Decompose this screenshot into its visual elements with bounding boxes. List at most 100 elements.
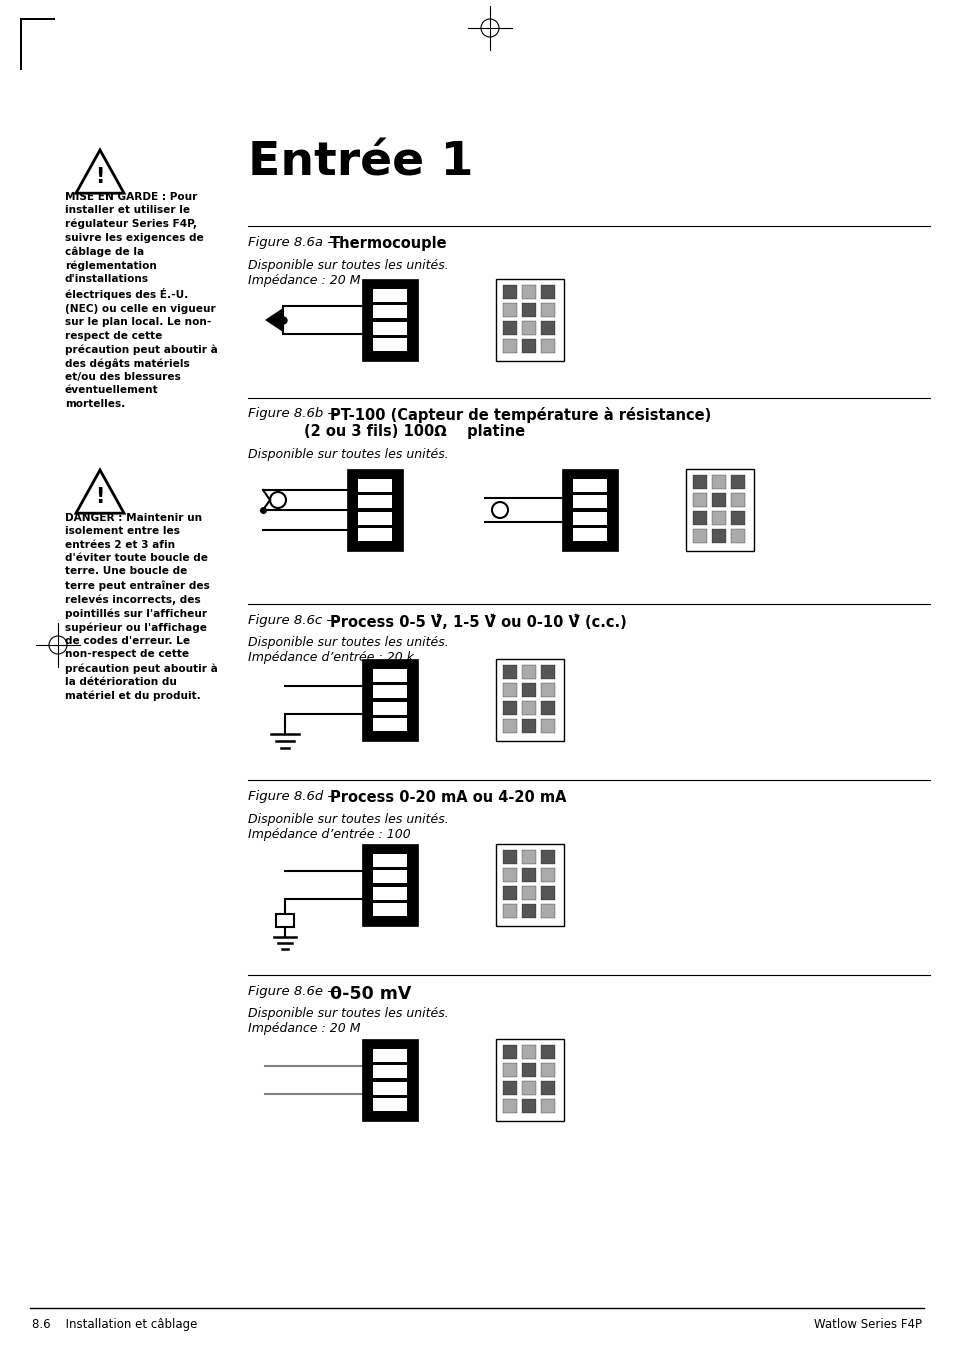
Bar [730, 476, 744, 489]
Text: !: ! [95, 486, 105, 507]
Bar [540, 869, 555, 882]
Bar [502, 850, 517, 863]
Bar [373, 1048, 406, 1062]
Bar [521, 322, 536, 335]
Text: Figure 8.6c —: Figure 8.6c — [248, 613, 343, 627]
Text: Disponible sur toutes les unités.: Disponible sur toutes les unités. [248, 636, 448, 648]
Text: PT-100 (Capteur de température à résistance): PT-100 (Capteur de température à résista… [330, 407, 711, 423]
Text: Disponible sur toutes les unités.: Disponible sur toutes les unités. [248, 259, 448, 272]
Bar [521, 1063, 536, 1077]
Bar [521, 684, 536, 697]
Bar [540, 1046, 555, 1059]
Polygon shape [265, 308, 283, 332]
Text: !: ! [95, 166, 105, 186]
Text: 8.6    Installation et câblage: 8.6 Installation et câblage [32, 1319, 197, 1331]
Bar [685, 469, 753, 551]
Bar [373, 305, 406, 319]
Bar [540, 285, 555, 299]
Text: Entrée 1: Entrée 1 [248, 141, 473, 185]
Bar [373, 1098, 406, 1111]
Bar [502, 886, 517, 900]
Text: Impédance d’entrée : 20 k: Impédance d’entrée : 20 k [248, 651, 414, 663]
Bar [540, 304, 555, 317]
Bar [711, 512, 725, 526]
Text: Impédance : 20 M: Impédance : 20 M [248, 274, 360, 286]
Bar [357, 496, 392, 508]
Text: Impédance d’entrée : 100: Impédance d’entrée : 100 [248, 828, 411, 842]
Bar [540, 886, 555, 900]
Bar [521, 701, 536, 715]
Bar [540, 720, 555, 734]
Bar [347, 469, 402, 551]
Bar [730, 512, 744, 526]
Text: Figure 8.6d —: Figure 8.6d — [248, 790, 345, 802]
Text: Figure 8.6b —: Figure 8.6b — [248, 407, 345, 420]
Text: Thermocouple: Thermocouple [330, 236, 447, 251]
Bar [692, 493, 706, 507]
Bar [521, 1100, 536, 1113]
Bar [573, 496, 606, 508]
Bar [540, 1063, 555, 1077]
Bar [373, 870, 406, 884]
Bar [373, 685, 406, 698]
Bar [361, 844, 417, 925]
Bar [373, 1065, 406, 1078]
Bar [540, 850, 555, 863]
Bar [521, 339, 536, 353]
Bar [540, 665, 555, 680]
Text: MISE EN GARDE : Pour
installer et utiliser le
régulateur Series F4P,
suivre les : MISE EN GARDE : Pour installer et utilis… [65, 192, 217, 409]
Bar [502, 1100, 517, 1113]
Bar [496, 844, 563, 925]
Bar [521, 1081, 536, 1094]
Bar [496, 659, 563, 740]
Bar [692, 512, 706, 526]
Bar [496, 280, 563, 361]
Bar [373, 854, 406, 867]
Bar [502, 1063, 517, 1077]
Bar [521, 285, 536, 299]
Bar [573, 512, 606, 524]
Bar [502, 304, 517, 317]
Bar [496, 1039, 563, 1121]
Bar [502, 322, 517, 335]
Bar [20, 18, 22, 70]
Bar [373, 1082, 406, 1094]
Bar [540, 339, 555, 353]
Bar [711, 476, 725, 489]
Bar [502, 285, 517, 299]
Text: Watlow Series F4P: Watlow Series F4P [813, 1319, 921, 1331]
Bar [573, 478, 606, 492]
Bar [692, 530, 706, 543]
Bar [521, 665, 536, 680]
Bar [373, 669, 406, 682]
Text: 0-50 mV: 0-50 mV [330, 985, 411, 1002]
Bar [540, 322, 555, 335]
Bar [502, 684, 517, 697]
Text: Figure 8.6e —: Figure 8.6e — [248, 985, 344, 998]
Bar [521, 850, 536, 863]
Bar [357, 528, 392, 542]
Bar [730, 493, 744, 507]
Bar [20, 18, 55, 20]
Bar [521, 886, 536, 900]
Bar [502, 869, 517, 882]
Bar [502, 339, 517, 353]
Text: Process 0-5 V̽, 1-5 V̽ ou 0-10 V̽ (c.c.): Process 0-5 V̽, 1-5 V̽ ou 0-10 V̽ (c.c.) [330, 613, 626, 630]
Bar [540, 701, 555, 715]
Bar [540, 1100, 555, 1113]
Bar [502, 1081, 517, 1094]
Text: Impédance : 20 M: Impédance : 20 M [248, 1021, 360, 1035]
Bar [561, 469, 618, 551]
Text: Process 0-20 mA ou 4-20 mA: Process 0-20 mA ou 4-20 mA [330, 790, 566, 805]
Bar [275, 915, 294, 927]
Bar [502, 720, 517, 734]
Text: (2 ou 3 fils) 100Ω    platine: (2 ou 3 fils) 100Ω platine [304, 424, 525, 439]
Bar [502, 701, 517, 715]
Bar [540, 1081, 555, 1094]
Bar [373, 717, 406, 731]
Bar [692, 476, 706, 489]
Bar [711, 530, 725, 543]
Bar [361, 280, 417, 361]
Bar [357, 512, 392, 524]
Bar [521, 304, 536, 317]
